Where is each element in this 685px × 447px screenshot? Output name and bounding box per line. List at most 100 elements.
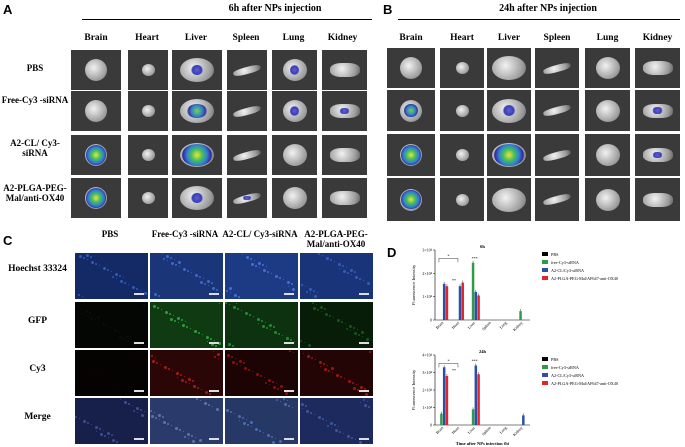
b-tile-r2-c1 (440, 134, 484, 176)
c-speckle (302, 408, 303, 409)
c-speckle (107, 269, 109, 271)
c-speckle (142, 359, 145, 362)
c-speckle (363, 399, 365, 401)
c-speckle (175, 264, 177, 266)
c-speckle (238, 415, 241, 418)
c-speckle (130, 353, 133, 356)
c-speckle (95, 263, 97, 265)
c-speckle (183, 268, 186, 271)
b-tile-r2-c3 (535, 134, 579, 176)
a-organ-r3-c1 (141, 192, 155, 204)
chart-0-bar-heart-3 (461, 282, 465, 320)
c-speckle (234, 413, 235, 414)
c-speckle (251, 426, 252, 427)
a-organ-r0-c1 (141, 64, 155, 76)
a-tile-r0-c0 (71, 50, 121, 90)
c-speckle (331, 427, 332, 428)
panel-a-title: 6h after NPs injection (228, 3, 322, 14)
c-speckle (162, 253, 163, 254)
a-organ-r0-c0 (85, 59, 107, 81)
c-speckle (189, 383, 190, 384)
b-tile-r0-c5 (635, 48, 680, 88)
c-speckle (177, 317, 180, 320)
c-speckle (137, 412, 138, 413)
c-micrograph-r1-c1 (150, 302, 223, 348)
chart-0-category-liver: Liver (466, 320, 476, 330)
c-speckle (306, 410, 309, 413)
c-speckle (88, 367, 90, 369)
c-speckle (184, 436, 186, 438)
c-speckle (350, 269, 353, 272)
b-organ-r3-c2 (492, 187, 526, 212)
c-speckle (123, 338, 125, 340)
c-speckle (119, 275, 121, 277)
c-speckle (96, 371, 99, 374)
c-speckle (276, 399, 278, 401)
a-tile-r3-c1 (128, 178, 168, 218)
c-speckle (229, 287, 232, 290)
a-organ-header-spleen: Spleen (232, 33, 260, 43)
c-speckle (90, 256, 92, 258)
b-tile-r2-c0 (387, 134, 435, 176)
c-speckle (174, 320, 176, 322)
c-speckle (288, 286, 289, 287)
a-organ-r2-c5 (329, 148, 360, 162)
c-speckle (133, 350, 134, 351)
chart-1-category-liver: Liver (466, 425, 476, 435)
c-speckle (210, 338, 212, 340)
c-speckle (351, 274, 352, 275)
c-speckle (206, 336, 209, 339)
c-speckle (327, 365, 328, 366)
b-organ-header-brain: Brain (399, 33, 423, 43)
c-speckle (123, 277, 124, 278)
chart-0-bar-heart-2 (458, 286, 462, 320)
c-speckle (261, 320, 263, 322)
c-speckle (290, 339, 292, 341)
c-speckle (233, 306, 236, 309)
c-speckle (87, 422, 89, 424)
c-speckle (359, 278, 361, 280)
b-tile-r0-c3 (535, 48, 579, 88)
c-speckle (287, 281, 290, 284)
c-speckle (263, 269, 266, 272)
a-tile-r3-c0 (71, 178, 121, 218)
c-speckle (82, 313, 84, 315)
b-organ-header-lung: Lung (596, 33, 619, 43)
c-speckle (208, 404, 210, 406)
c-speckle (256, 373, 259, 376)
a-organ-r2-c3 (232, 147, 262, 163)
a-signal-r1-c5 (339, 107, 350, 115)
c-speckle (267, 271, 269, 273)
c-speckle (260, 375, 262, 377)
chart-0-bar-brain-3 (445, 286, 449, 320)
c-speckle (173, 315, 174, 316)
c-speckle (215, 345, 217, 347)
c-speckle (243, 422, 246, 425)
c-speckle (259, 267, 260, 268)
a-organ-header-brain: Brain (84, 33, 108, 43)
c-scale-bar-r3-c3 (359, 438, 369, 440)
c-speckle (144, 411, 145, 412)
c-micrograph-r3-c0 (75, 398, 148, 444)
c-speckle (118, 331, 120, 333)
c-speckle (345, 323, 346, 324)
c-speckle (305, 286, 306, 287)
c-speckle (264, 377, 265, 378)
c-speckle (195, 274, 198, 277)
a-tile-r2-c4 (272, 135, 317, 175)
c-speckle (366, 338, 369, 341)
c-speckle (330, 422, 333, 425)
c-speckle (131, 342, 134, 345)
c-speckle (249, 314, 251, 316)
chart-1-legend-label-3: A2-PLGA-PEG-Mal/AF647-anti-OX40 (551, 381, 618, 386)
c-speckle (198, 332, 200, 334)
panel-b-letter: B (383, 2, 393, 17)
c-speckle (138, 357, 139, 358)
c-speckle (113, 384, 116, 387)
chart-1-legend-swatch-3 (542, 381, 548, 385)
c-micrograph-r2-c3 (300, 350, 373, 396)
c-speckle (92, 369, 93, 370)
c-speckle (172, 370, 173, 371)
c-speckle (347, 272, 349, 274)
b-organ-r1-c1 (455, 104, 469, 117)
